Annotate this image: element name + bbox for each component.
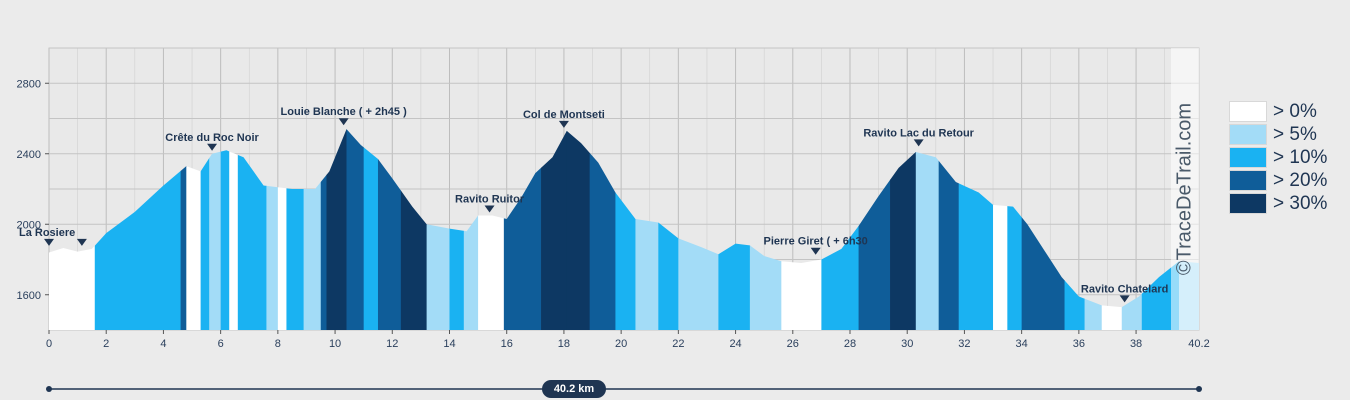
waypoint-label: Col de Montseti	[523, 109, 605, 121]
gradient-segment	[186, 129, 202, 330]
watermark: ©TraceDeTrail.com	[1171, 48, 1199, 330]
x-tick-label: 26	[787, 338, 799, 350]
gradient-segment	[209, 129, 222, 330]
waypoint-label: Crête du Roc Noir	[165, 132, 259, 144]
gradient-segment	[326, 129, 347, 330]
waypoint-marker-icon	[44, 238, 54, 246]
x-tick-label: 28	[844, 338, 856, 350]
x-axis: 0 2 4 6 8 10 12 14 16 18 20 22 24 26 28 30 32 34 36 38 40.2	[46, 330, 1210, 350]
legend-label: > 5%	[1273, 123, 1317, 145]
waypoint-marker-icon	[484, 205, 495, 213]
waypoint-markers: La Rosiere Crête du Roc Noir Louie Blanche…	[19, 106, 1168, 303]
waypoint-marker-icon	[558, 120, 569, 128]
waypoint-label: La Rosiere	[19, 227, 75, 239]
x-tick-label: 14	[443, 338, 455, 350]
legend-swatch	[1229, 193, 1267, 214]
x-tick-label: 24	[729, 338, 741, 350]
x-tick-label: 12	[386, 338, 398, 350]
legend-swatch	[1229, 101, 1267, 122]
legend: > 0% > 5% > 10% > 20% > 30%	[1229, 100, 1344, 215]
gradient-segment	[200, 129, 210, 330]
gradient-segment	[320, 129, 327, 330]
gradient-segment	[180, 129, 187, 330]
waypoint-marker-icon	[913, 139, 924, 147]
y-tick-label: 2000	[17, 219, 41, 231]
legend-item: > 5%	[1229, 123, 1344, 146]
waypoint-label: Ravito Ruitor	[455, 193, 525, 205]
watermark-text: ©TraceDeTrail.com	[1173, 102, 1196, 276]
legend-label: > 20%	[1273, 169, 1328, 191]
x-tick-label: 8	[275, 338, 281, 350]
x-tick-label: 36	[1073, 338, 1085, 350]
x-tick-label: 18	[558, 338, 570, 350]
gradient-segment	[566, 129, 591, 330]
x-tick-label: 20	[615, 338, 627, 350]
legend-swatch	[1229, 147, 1267, 168]
gradient-segment	[363, 129, 379, 330]
legend-item: > 0%	[1229, 100, 1344, 123]
waypoint-label: Pierre Giret ( + 6h30	[764, 236, 868, 248]
distance-scale-bar	[46, 386, 1202, 392]
legend-item: > 30%	[1229, 192, 1344, 215]
x-tick-label: 30	[901, 338, 913, 350]
waypoint-marker-icon	[810, 247, 821, 255]
gradient-segment	[220, 129, 230, 330]
waypoint-label: Ravito Chatelard	[1081, 283, 1168, 295]
x-tick-label: 10	[329, 338, 341, 350]
x-tick-label: 4	[160, 338, 166, 350]
gradient-segment	[237, 129, 250, 330]
x-tick-label: 38	[1130, 338, 1142, 350]
legend-label: > 0%	[1273, 100, 1317, 122]
legend-label: > 10%	[1273, 146, 1328, 168]
gradient-segment	[229, 129, 239, 330]
y-tick-label: 2400	[17, 149, 41, 161]
x-tick-label: 16	[501, 338, 513, 350]
waypoint-label: Ravito Lac du Retour	[863, 127, 974, 139]
legend-swatch	[1229, 124, 1267, 145]
legend-swatch	[1229, 170, 1267, 191]
gradient-segment	[277, 129, 287, 330]
y-tick-label: 2800	[17, 78, 41, 90]
x-tick-label: 0	[46, 338, 52, 350]
y-axis: 1600 2000 2400 2800	[17, 78, 49, 302]
gradient-segment	[346, 129, 365, 330]
x-tick-label: 2	[103, 338, 109, 350]
waypoint-marker-icon	[207, 143, 218, 151]
gradient-segment	[266, 129, 279, 330]
waypoint-marker-icon	[338, 118, 349, 126]
gradient-segment	[915, 129, 940, 330]
waypoint-marker-icon	[1119, 295, 1130, 303]
distance-badge: 40.2 km	[542, 380, 606, 398]
x-tick-label: 34	[1016, 338, 1028, 350]
x-tick-label: 32	[958, 338, 970, 350]
y-tick-label: 1600	[17, 290, 41, 302]
legend-item: > 20%	[1229, 169, 1344, 192]
waypoint-marker-icon	[76, 238, 87, 246]
legend-item: > 10%	[1229, 146, 1344, 169]
x-tick-label: 22	[672, 338, 684, 350]
legend-label: > 30%	[1273, 192, 1328, 214]
x-tick-label: 6	[218, 338, 224, 350]
waypoint-label: Louie Blanche ( + 2h45 )	[281, 106, 408, 118]
x-end-label: 40.2	[1188, 338, 1209, 350]
